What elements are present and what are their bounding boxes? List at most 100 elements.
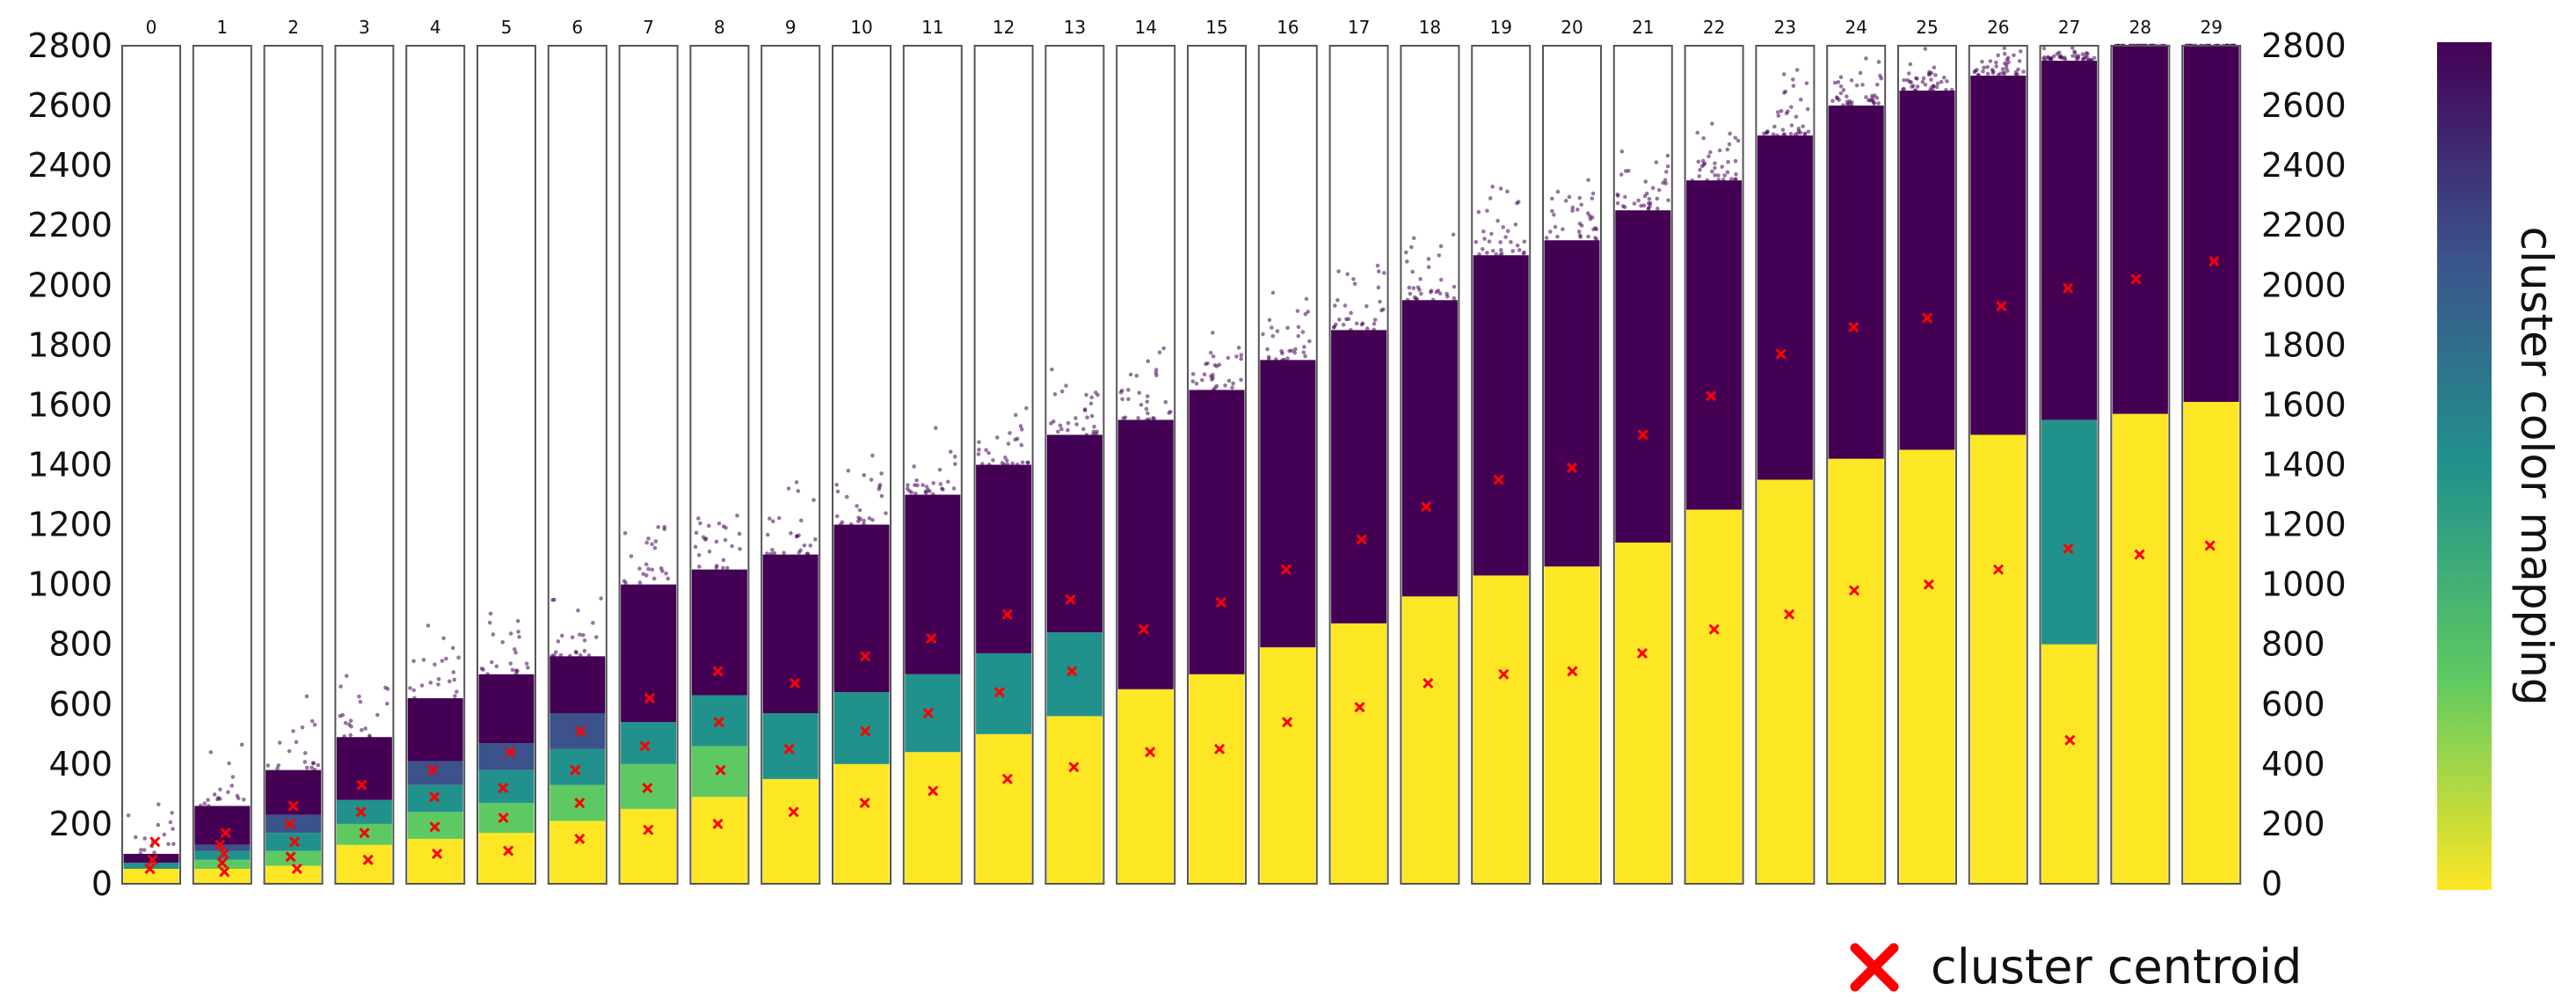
outlier-point bbox=[2041, 46, 2047, 51]
cluster-band bbox=[1544, 566, 1600, 884]
outlier-point bbox=[1485, 251, 1489, 255]
outlier-point bbox=[737, 531, 742, 536]
outlier-point bbox=[342, 733, 346, 739]
outlier-point bbox=[1794, 68, 1800, 72]
outlier-point bbox=[456, 655, 461, 660]
outlier-point bbox=[1832, 80, 1837, 85]
cluster-panel-27: 27 bbox=[2039, 17, 2099, 885]
outlier-point bbox=[1876, 101, 1881, 106]
outlier-point bbox=[641, 572, 645, 576]
outlier-point bbox=[1452, 295, 1457, 301]
outlier-point bbox=[1701, 135, 1706, 141]
outlier-point bbox=[1791, 77, 1795, 82]
outlier-point bbox=[717, 521, 722, 526]
outlier-point bbox=[2056, 50, 2062, 55]
outlier-point bbox=[1293, 346, 1298, 352]
outlier-point bbox=[1725, 147, 1730, 152]
outlier-point bbox=[835, 489, 840, 494]
panel-label: 16 bbox=[1277, 17, 1299, 38]
cluster-centroid bbox=[1567, 666, 1578, 677]
outlier-point bbox=[239, 742, 244, 747]
outlier-point bbox=[1482, 237, 1487, 241]
outlier-point bbox=[1517, 248, 1522, 252]
outlier-point bbox=[1426, 265, 1431, 269]
outlier-point bbox=[844, 494, 849, 499]
outlier-point bbox=[1295, 309, 1300, 313]
cluster-band bbox=[1401, 596, 1458, 884]
outlier-point bbox=[276, 763, 281, 768]
outlier-point bbox=[702, 537, 708, 542]
outlier-point bbox=[1510, 249, 1515, 253]
outlier-point bbox=[1901, 87, 1905, 91]
colorbar-label: cluster color mapping bbox=[2511, 226, 2562, 705]
outlier-point bbox=[735, 514, 739, 518]
outlier-point bbox=[1126, 388, 1131, 392]
outlier-point bbox=[1721, 178, 1726, 182]
outlier-point bbox=[650, 542, 654, 547]
outlier-point bbox=[1376, 285, 1381, 290]
outlier-point bbox=[977, 440, 981, 445]
outlier-point bbox=[1335, 298, 1340, 303]
outlier-point bbox=[2018, 49, 2023, 54]
outlier-point bbox=[1847, 98, 1852, 104]
cluster-centroid bbox=[993, 687, 1005, 698]
outlier-point bbox=[1915, 84, 1920, 89]
cluster-band bbox=[549, 656, 606, 713]
cluster-centroid bbox=[860, 725, 871, 737]
outlier-point bbox=[1212, 386, 1218, 390]
outlier-point bbox=[508, 631, 513, 636]
left-y-axis: 0 200 400 600 800 1000 1200 1400 1600 1800 2000 220… bbox=[27, 26, 113, 903]
outlier-point bbox=[1024, 405, 1029, 411]
outlier-point bbox=[487, 620, 492, 625]
outlier-point bbox=[1593, 226, 1597, 230]
outlier-point bbox=[1849, 103, 1854, 108]
cluster-band bbox=[1117, 689, 1174, 884]
cluster-panel-8: 8 bbox=[689, 17, 750, 885]
outlier-point bbox=[549, 653, 555, 659]
outlier-point bbox=[162, 832, 167, 837]
outlier-point bbox=[1923, 47, 1928, 51]
outlier-point bbox=[1273, 357, 1278, 361]
outlier-point bbox=[1615, 192, 1620, 197]
outlier-point bbox=[516, 630, 520, 634]
outlier-point bbox=[1775, 110, 1780, 114]
outlier-point bbox=[1656, 187, 1662, 193]
outlier-point bbox=[1337, 317, 1342, 322]
outlier-point bbox=[1555, 189, 1561, 194]
outlier-point bbox=[1157, 350, 1162, 355]
outlier-point bbox=[924, 485, 929, 489]
outlier-point bbox=[650, 567, 655, 572]
outlier-point bbox=[1690, 178, 1695, 183]
cluster-band bbox=[1828, 458, 1884, 884]
y-tick-label-right: 600 bbox=[2261, 685, 2325, 724]
outlier-point bbox=[1000, 461, 1005, 465]
outlier-point bbox=[1776, 113, 1781, 118]
cluster-band bbox=[1757, 479, 1813, 884]
cluster-panel-18: 18 bbox=[1400, 17, 1460, 885]
outlier-point bbox=[266, 763, 271, 768]
outlier-point bbox=[2045, 55, 2050, 60]
outlier-point bbox=[1665, 153, 1670, 158]
outlier-point bbox=[357, 694, 361, 699]
outlier-point bbox=[1303, 354, 1307, 359]
outlier-point bbox=[2072, 50, 2078, 55]
outlier-point bbox=[312, 722, 317, 727]
outlier-point bbox=[1409, 244, 1414, 250]
cluster-band bbox=[1046, 434, 1102, 633]
cluster-band bbox=[123, 868, 179, 884]
outlier-point bbox=[1304, 296, 1309, 302]
outlier-point bbox=[652, 545, 658, 550]
outlier-point bbox=[1794, 114, 1799, 120]
outlier-point bbox=[1239, 356, 1243, 361]
cluster-band bbox=[407, 838, 463, 884]
outlier-point bbox=[138, 851, 143, 857]
cluster-band bbox=[2112, 413, 2168, 884]
outlier-point bbox=[1907, 71, 1911, 76]
cluster-centroid bbox=[218, 848, 229, 860]
outlier-point bbox=[170, 811, 174, 815]
cluster-centroid bbox=[219, 866, 230, 878]
outlier-point bbox=[1619, 149, 1625, 154]
outlier-point bbox=[1095, 429, 1100, 434]
panel-frame bbox=[547, 45, 608, 885]
